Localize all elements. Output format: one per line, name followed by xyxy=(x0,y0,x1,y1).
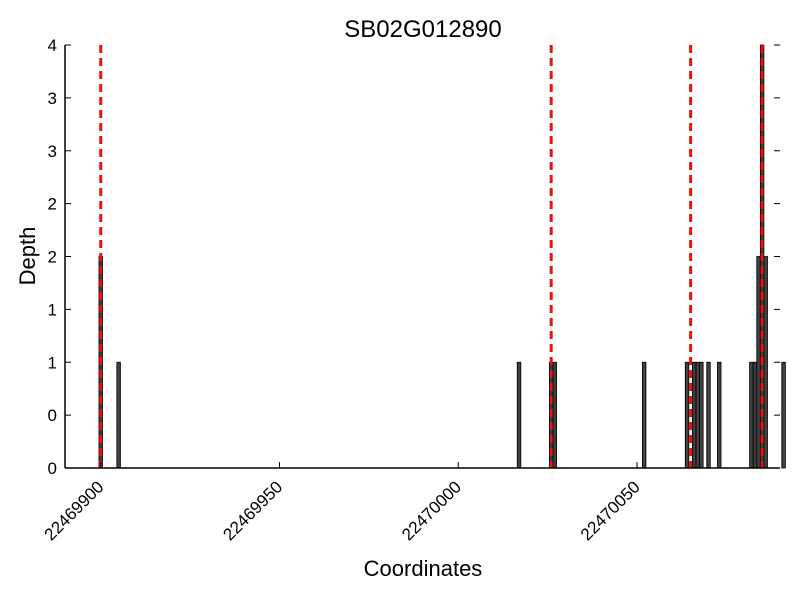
depth-bar xyxy=(641,361,647,469)
depth-bar xyxy=(699,361,704,469)
y-tick-label: 1 xyxy=(48,300,57,319)
x-tick-label: 22469900 xyxy=(41,477,108,544)
y-ticks: 0 0 1 1 2 2 3 3 4 xyxy=(48,36,780,478)
x-tick-label: 22469950 xyxy=(219,477,286,544)
y-axis-label: Depth xyxy=(15,227,40,286)
depth-bar xyxy=(752,361,758,469)
depth-bar xyxy=(684,361,690,469)
depth-bar xyxy=(695,361,700,469)
depth-bar xyxy=(756,256,761,469)
x-axis-label: Coordinates xyxy=(364,556,483,581)
depth-bar xyxy=(692,361,697,469)
y-tick-label: 2 xyxy=(48,195,57,214)
depth-bar xyxy=(763,256,768,469)
bars-layer xyxy=(98,44,786,469)
y-tick-label: 3 xyxy=(48,89,57,108)
depth-bar xyxy=(552,361,557,469)
y-tick-label: 1 xyxy=(48,353,57,372)
x-tick-label: 22470050 xyxy=(577,477,644,544)
axes xyxy=(64,45,780,469)
depth-bar xyxy=(516,361,522,469)
y-tick-label: 4 xyxy=(48,36,57,55)
y-tick-label: 3 xyxy=(48,142,57,161)
y-tick-label: 2 xyxy=(48,248,57,267)
chart-title: SB02G012890 xyxy=(344,16,501,43)
y-tick-label: 0 xyxy=(48,459,57,478)
depth-bar xyxy=(749,361,754,469)
depth-bar xyxy=(706,361,711,469)
depth-bar xyxy=(717,361,722,469)
x-ticks: 22469900 22469950 22470000 22470050 xyxy=(41,462,644,544)
y-tick-label: 0 xyxy=(48,406,57,425)
depth-bar xyxy=(116,361,121,469)
x-tick-label: 22470000 xyxy=(398,477,465,544)
depth-bar xyxy=(781,361,786,469)
vlines-layer xyxy=(99,45,764,468)
